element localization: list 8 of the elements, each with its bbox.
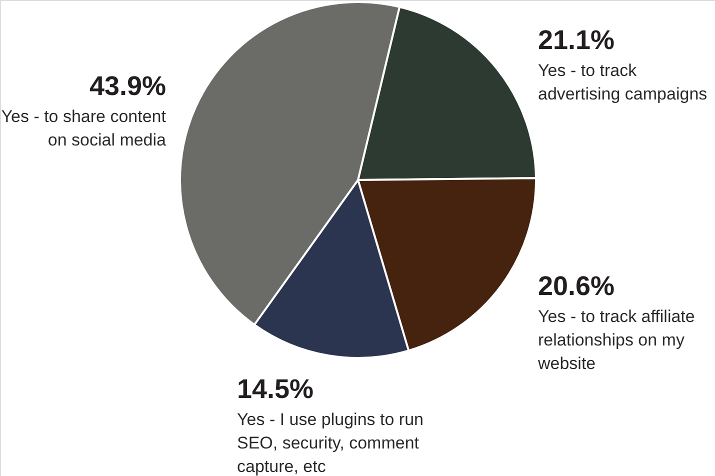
data-label: 21.1%: [538, 25, 615, 55]
slice-label: Yes - to track advertising campaigns: [538, 61, 708, 104]
slice-label: Yes - to share content on social media: [1, 107, 167, 150]
slice-label: Yes - to track affiliate relationships on my website: [537, 307, 695, 373]
slice-label: Yes - I use plugins to run SEO, security, comment capture, etc: [237, 410, 424, 476]
data-label: 43.9%: [89, 71, 166, 101]
data-label: 14.5%: [237, 374, 314, 404]
data-label: 20.6%: [538, 271, 615, 301]
